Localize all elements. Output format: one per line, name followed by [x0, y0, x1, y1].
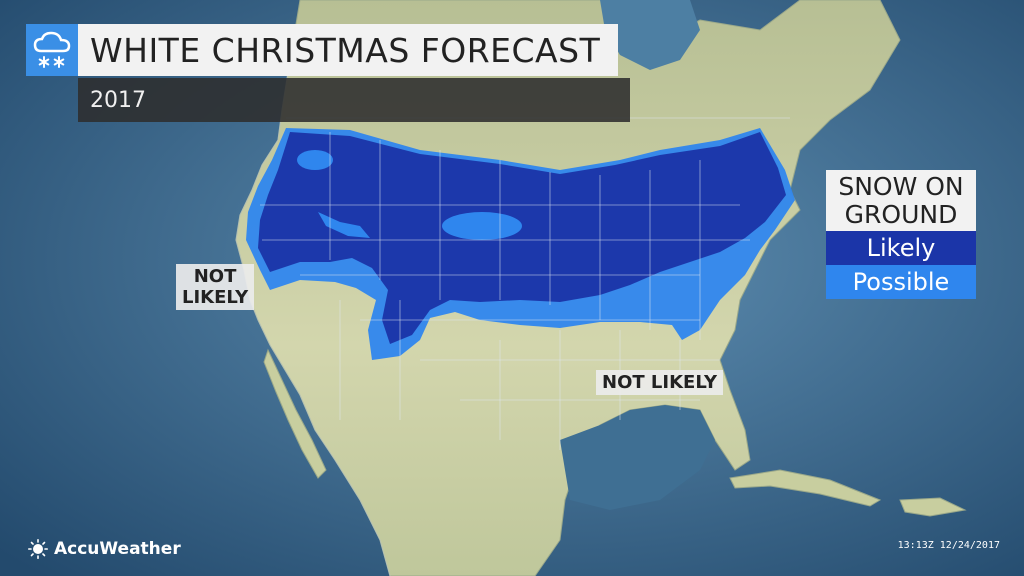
page-title: WHITE CHRISTMAS FORECAST [90, 30, 601, 70]
legend-item-likely: Likely [826, 231, 976, 265]
cuba [729, 469, 882, 507]
snow-likely-zone [258, 132, 786, 344]
cloud-snow-icon [26, 24, 78, 76]
baja-california [263, 348, 327, 479]
not-likely-west-line2: LIKELY [182, 287, 249, 308]
forecast-year: 2017 [90, 87, 146, 113]
snow-possible-pocket-dakotas [442, 212, 522, 240]
sun-logo-icon [28, 539, 48, 559]
not-likely-southeast-label: NOT LIKELY [596, 370, 724, 395]
hudson-bay [600, 0, 700, 70]
brand-name: AccuWeather [54, 539, 181, 559]
subtitle-box: 2017 [78, 78, 630, 122]
not-likely-west-label: NOT LIKELY [176, 264, 255, 310]
legend-item-possible: Possible [826, 265, 976, 299]
title-box: WHITE CHRISTMAS FORECAST [78, 24, 619, 76]
gulf-of-mexico [560, 405, 715, 510]
legend-title-line1: SNOW ON [838, 172, 964, 201]
legend: SNOW ON GROUND Likely Possible [826, 170, 976, 299]
brand-logo: AccuWeather [28, 539, 181, 559]
coastline-outline [235, 59, 391, 576]
legend-title-line2: GROUND [844, 200, 958, 229]
hispaniola [899, 497, 967, 517]
not-likely-west-line1: NOT [193, 266, 237, 287]
timestamp: 13:13Z 12/24/2017 [897, 540, 1000, 551]
snow-possible-pocket-idaho [318, 212, 370, 238]
snow-possible-pocket-oregon [297, 150, 333, 170]
title-bar: WHITE CHRISTMAS FORECAST [26, 24, 619, 76]
legend-title: SNOW ON GROUND [826, 170, 976, 231]
